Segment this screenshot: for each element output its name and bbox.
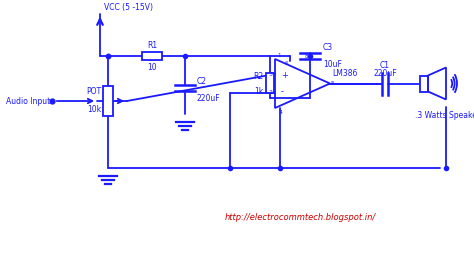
Text: R1: R1 — [147, 41, 157, 50]
Text: POT: POT — [86, 86, 101, 95]
Text: C2: C2 — [197, 77, 207, 86]
Text: http://electrocommtech.blogspot.in/: http://electrocommtech.blogspot.in/ — [224, 214, 375, 222]
Text: 1k: 1k — [254, 87, 263, 96]
Text: 220uF: 220uF — [373, 68, 397, 78]
Bar — [142, 52, 162, 60]
Text: 8: 8 — [304, 54, 308, 59]
Bar — [103, 86, 113, 116]
Text: 6: 6 — [284, 61, 288, 66]
Text: 10uF: 10uF — [323, 60, 342, 69]
Text: 5: 5 — [331, 81, 335, 86]
Text: 10k: 10k — [87, 105, 101, 113]
Text: 4: 4 — [279, 110, 283, 115]
Bar — [420, 76, 428, 92]
Text: 10: 10 — [147, 63, 157, 72]
Text: R2: R2 — [253, 72, 263, 81]
Text: .3 Watts Speaker: .3 Watts Speaker — [415, 112, 474, 121]
Text: VCC (5 -15V): VCC (5 -15V) — [104, 3, 153, 12]
Text: Audio Input: Audio Input — [6, 97, 50, 105]
Text: 1: 1 — [277, 53, 281, 58]
Text: -: - — [281, 87, 284, 97]
Text: +: + — [281, 70, 288, 79]
Text: 220uF: 220uF — [197, 94, 220, 103]
Text: C1: C1 — [380, 60, 390, 70]
Text: 3: 3 — [269, 71, 273, 76]
Text: 2: 2 — [269, 91, 273, 95]
Text: C3: C3 — [323, 43, 333, 52]
Text: LM386: LM386 — [332, 70, 357, 78]
Bar — [266, 73, 274, 93]
